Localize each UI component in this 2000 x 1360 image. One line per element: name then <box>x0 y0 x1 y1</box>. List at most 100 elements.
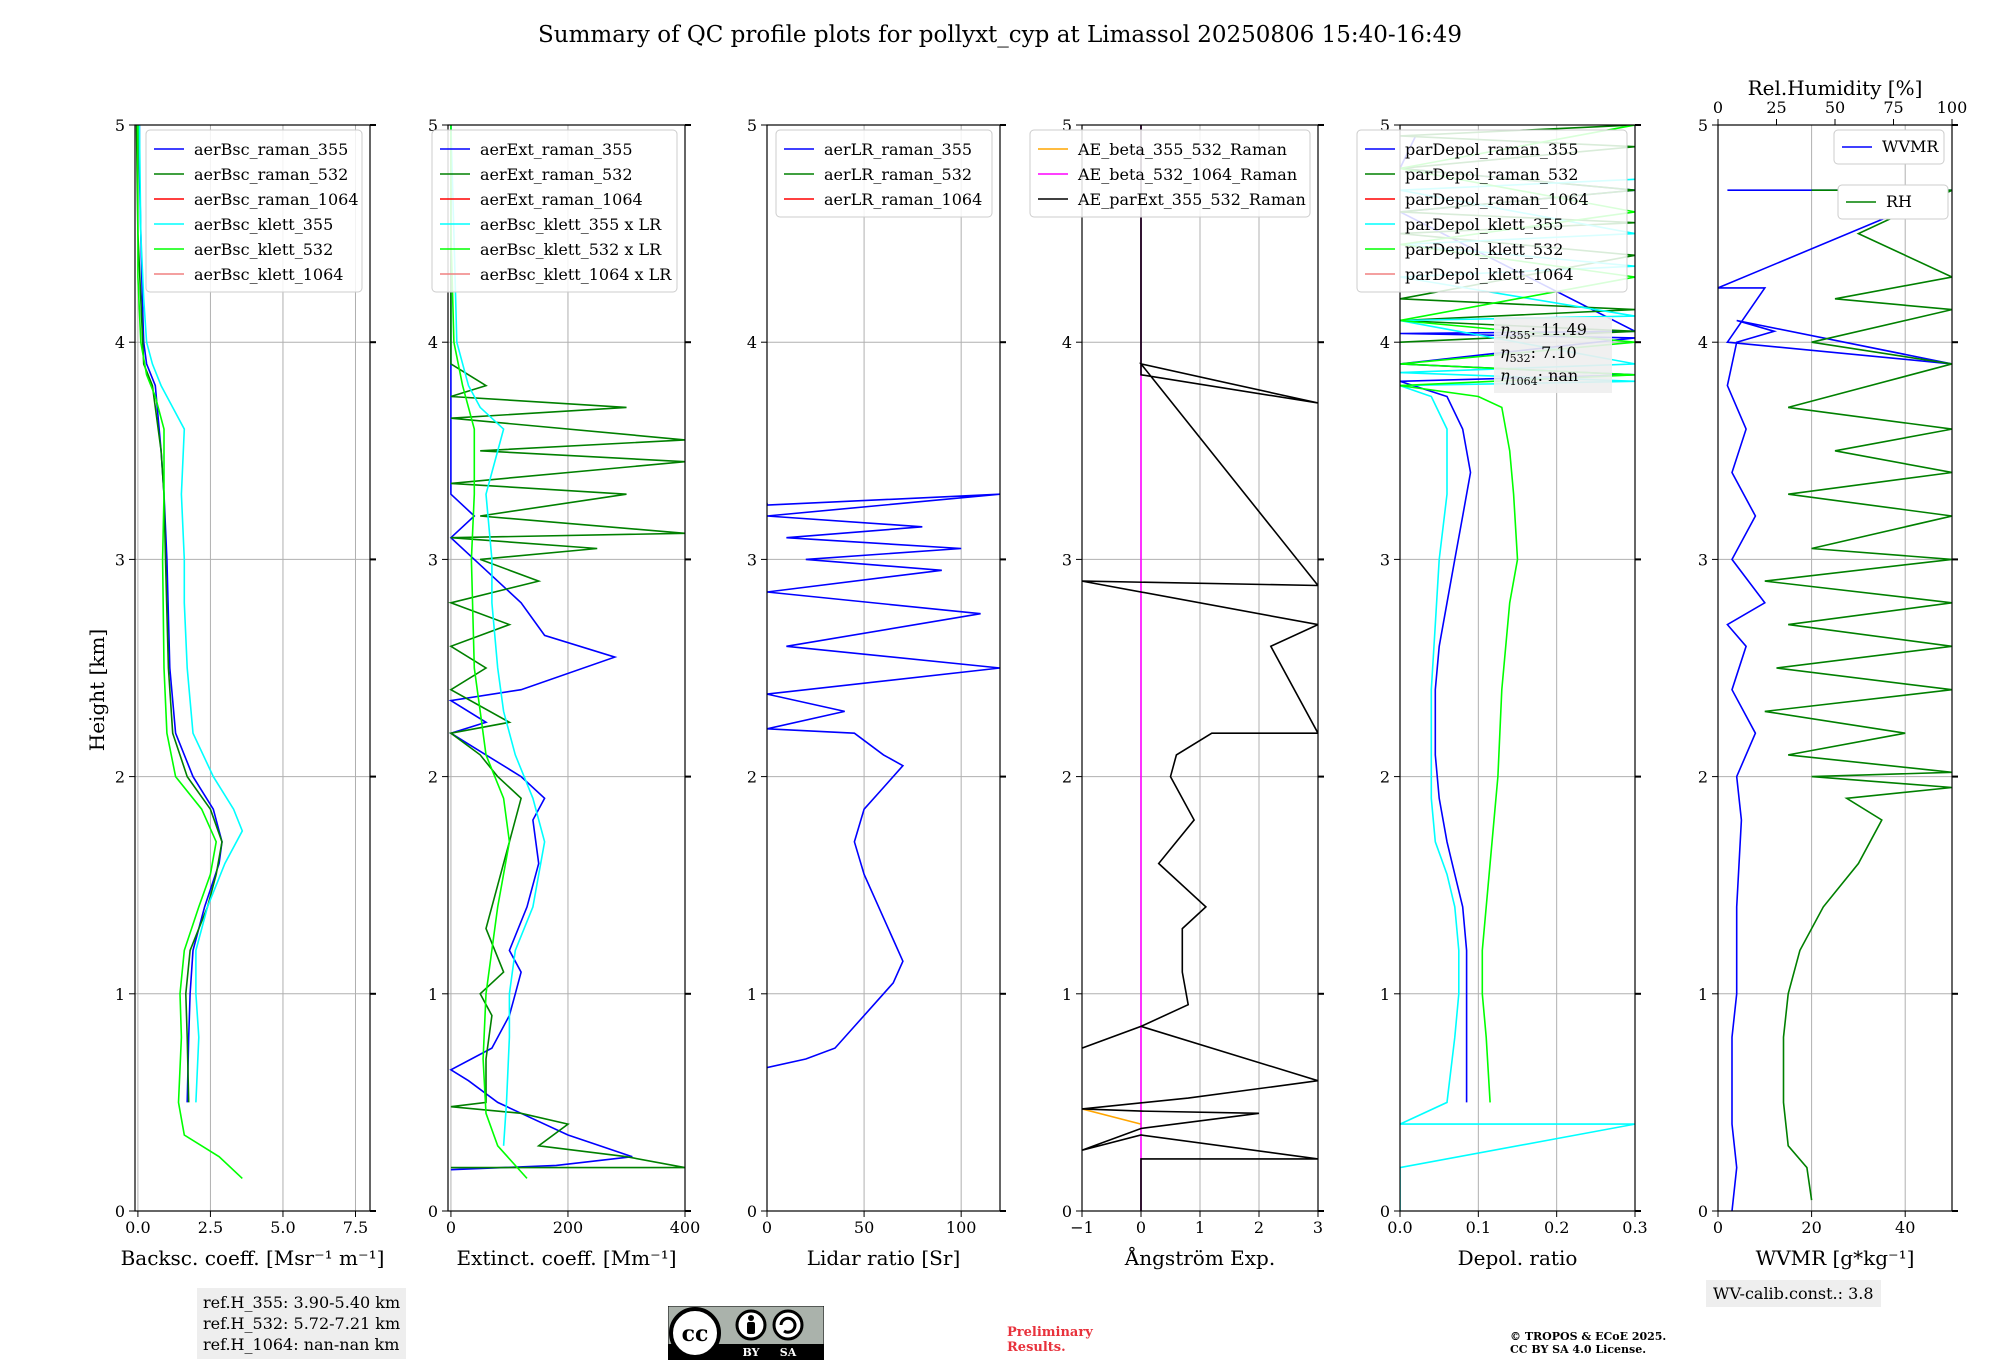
series-line-aerExt_raman_355 <box>448 125 633 1171</box>
legend-box <box>1833 129 1945 165</box>
y-tick-label: 3 <box>115 550 125 569</box>
x2-tick-label: 100 <box>1937 98 1968 117</box>
eta-annotation: η1064: nan <box>1500 366 1578 388</box>
y-tick-label: 1 <box>115 985 125 1004</box>
x-tick-label: 0.0 <box>125 1218 150 1237</box>
x2-tick-label: 0 <box>1713 98 1723 117</box>
y-tick-label: 0 <box>428 1202 438 1221</box>
y-tick-label: 5 <box>115 116 125 135</box>
x-tick-label: 400 <box>670 1218 701 1237</box>
legend-entry-aerBsc_klett_355: aerBsc_klett_355 <box>194 215 333 234</box>
cc-by-label: BY <box>743 1346 760 1359</box>
plot-frame <box>134 124 371 1212</box>
x-axis-label: Ångström Exp. <box>1124 1245 1275 1270</box>
y-tick-label: 1 <box>1698 985 1708 1004</box>
x-tick-label: 20 <box>1801 1218 1821 1237</box>
cc-icon <box>669 1307 721 1359</box>
legend-box <box>431 129 678 293</box>
x-tick-label: 0.2 <box>1544 1218 1569 1237</box>
series-group <box>767 493 1000 1069</box>
legend-entry-aerLR_raman_1064: aerLR_raman_1064 <box>824 190 982 209</box>
legend-entry-aerExt_raman_355: aerExt_raman_355 <box>480 140 633 159</box>
x-axis-label: Depol. ratio <box>1458 1246 1578 1270</box>
ref-height-355: ref.H_355: 3.90-5.40 km <box>203 1293 401 1312</box>
x2-axis-label: Rel.Humidity [%] <box>1748 76 1923 100</box>
y-tick-label: 0 <box>1062 1202 1072 1221</box>
y-tick-label: 1 <box>1062 985 1072 1004</box>
legend-entry-RH: RH <box>1886 192 1912 211</box>
legend-box <box>1029 129 1311 218</box>
legend-box <box>1837 184 1949 220</box>
x2-tick-label: 50 <box>1825 98 1845 117</box>
series-line-AE_parExt_355_532_Raman <box>1082 125 1318 1211</box>
y-tick-label: 1 <box>428 985 438 1004</box>
legend-entry-parDepol_klett_532: parDepol_klett_532 <box>1405 240 1563 259</box>
series-group <box>1718 189 1952 1211</box>
x-axis-label: Lidar ratio [Sr] <box>807 1246 961 1270</box>
legend-entry-aerBsc_raman_532: aerBsc_raman_532 <box>194 165 348 184</box>
series-group <box>1082 125 1318 1211</box>
legend-entry-parDepol_raman_355: parDepol_raman_355 <box>1405 140 1578 159</box>
x-tick-label: 200 <box>553 1218 584 1237</box>
y-tick-label: 4 <box>428 333 438 352</box>
legend-entry-aerBsc_klett_355 x LR: aerBsc_klett_355 x LR <box>480 215 662 234</box>
legend-entry-parDepol_raman_1064: parDepol_raman_1064 <box>1405 190 1589 209</box>
preliminary-line-2: Results. <box>1007 1340 1066 1355</box>
y-tick-label: 2 <box>747 768 757 787</box>
series-line-parDepol_klett_532 <box>1400 125 1635 1103</box>
plot-frame <box>1399 124 1636 1212</box>
panel-bsc: 0.0 2.5 5.0 7.5 0 1 2 3 4 5 Backsc. coeff. [Msr⁻¹ … <box>115 116 385 1270</box>
y-tick-label: 2 <box>1062 768 1072 787</box>
legend-box <box>145 129 363 293</box>
series-line-aerBsc_klett_532 <box>137 125 243 1179</box>
legend-entry-aerBsc_klett_532 x LR: aerBsc_klett_532 x LR <box>480 240 662 259</box>
series-line-WVMR <box>1718 189 1952 1211</box>
y-tick-label: 5 <box>1698 116 1708 135</box>
y-tick-label: 5 <box>747 116 757 135</box>
y-tick-label: 2 <box>1698 768 1708 787</box>
plot-frame <box>1081 124 1319 1212</box>
y-tick-label: 2 <box>428 768 438 787</box>
series-line-RH <box>1764 189 1952 1201</box>
copyright-line-2: CC BY SA 4.0 License. <box>1510 1343 1647 1356</box>
legend-entry-parDepol_klett_355: parDepol_klett_355 <box>1405 215 1563 234</box>
y-tick-label: 0 <box>1380 1202 1390 1221</box>
legend-entry-AE_parExt_355_532_Raman: AE_parExt_355_532_Raman <box>1077 190 1306 209</box>
legend-entry-aerExt_raman_532: aerExt_raman_532 <box>480 165 633 184</box>
legend-entry-WVMR: WVMR <box>1882 137 1939 156</box>
x-tick-label: 0 <box>446 1218 456 1237</box>
series-line-aerBsc_klett_355 <box>138 125 244 1103</box>
x-tick-label: 7.5 <box>343 1218 368 1237</box>
legend-entry-aerBsc_raman_355: aerBsc_raman_355 <box>194 140 348 159</box>
y-tick-label: 3 <box>747 550 757 569</box>
x-axis-label: WVMR [g*kg⁻¹] <box>1756 1246 1915 1270</box>
y-tick-label: 5 <box>428 116 438 135</box>
x-tick-label: 2 <box>1254 1218 1264 1237</box>
y-tick-label: 4 <box>1380 333 1390 352</box>
copyright-line-1: © TROPOS & ECoE 2025. <box>1510 1330 1667 1343</box>
eta-annotation: η532: 7.10 <box>1500 343 1577 365</box>
y-tick-label: 1 <box>747 985 757 1004</box>
x2-tick-label: 25 <box>1766 98 1786 117</box>
series-line-aerBsc_klett_532 x LR <box>450 125 528 1179</box>
x-tick-label: 3 <box>1313 1218 1323 1237</box>
legend-entry-parDepol_raman_532: parDepol_raman_532 <box>1405 165 1578 184</box>
legend-entry-parDepol_klett_1064: parDepol_klett_1064 <box>1405 265 1574 284</box>
plot-frame <box>766 124 1001 1212</box>
legend-entry-aerBsc_klett_1064: aerBsc_klett_1064 <box>194 265 343 284</box>
y-tick-label: 0 <box>1698 1202 1708 1221</box>
legend-box <box>775 129 993 218</box>
x-tick-label: −1 <box>1070 1218 1094 1237</box>
x-tick-label: 1 <box>1195 1218 1205 1237</box>
x-tick-label: 0.1 <box>1466 1218 1491 1237</box>
y-tick-label: 4 <box>747 333 757 352</box>
y-tick-label: 3 <box>1062 550 1072 569</box>
series-line-aerBsc_raman_355 <box>138 125 223 1103</box>
ref-height-1064: ref.H_1064: nan-nan km <box>203 1335 400 1354</box>
preliminary-note: Preliminary Results. <box>1007 1325 1093 1355</box>
series-line-aerBsc_raman_532 <box>135 125 223 1103</box>
legend-entry-aerBsc_klett_1064 x LR: aerBsc_klett_1064 x LR <box>480 265 672 284</box>
